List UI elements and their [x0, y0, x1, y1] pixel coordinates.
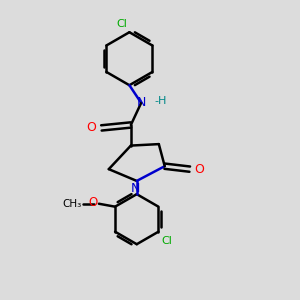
Text: N: N — [130, 182, 140, 195]
Text: Cl: Cl — [161, 236, 172, 246]
Text: -H: -H — [154, 96, 167, 106]
Text: CH₃: CH₃ — [62, 199, 81, 209]
Text: O: O — [194, 163, 204, 176]
Text: O: O — [86, 122, 96, 134]
Text: N: N — [137, 96, 146, 110]
Text: Cl: Cl — [117, 19, 128, 29]
Text: O: O — [88, 196, 98, 209]
